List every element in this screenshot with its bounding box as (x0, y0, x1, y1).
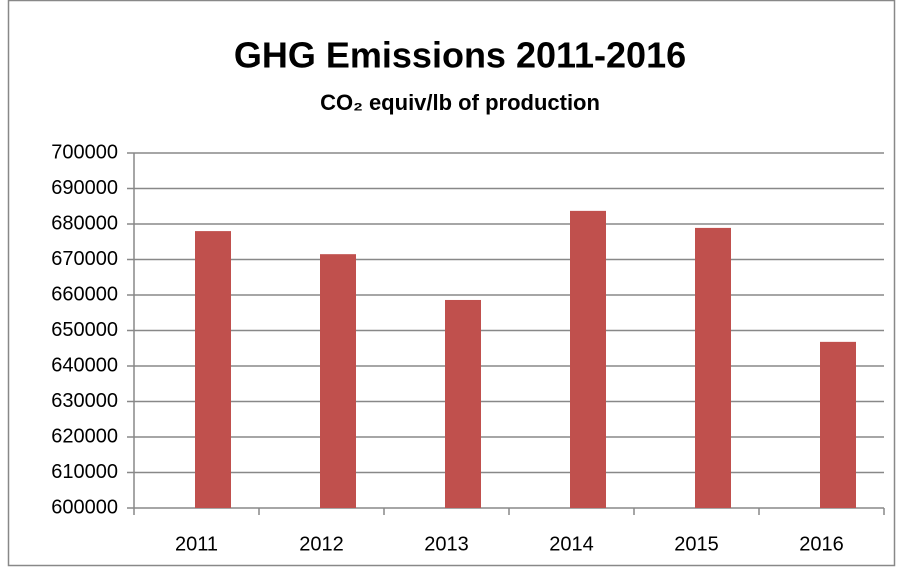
y-tick-label: 660000 (51, 283, 118, 305)
y-tick-label: 650000 (51, 319, 118, 341)
chart-title: GHG Emissions 2011-2016 (234, 35, 686, 76)
bar (445, 299, 481, 508)
chart-subtitle: CO₂ equiv/lb of production (320, 90, 600, 115)
x-tick-label: 2011 (175, 533, 218, 555)
x-tick-label: 2016 (799, 533, 844, 555)
x-tick-label: 2013 (424, 533, 469, 555)
y-tick-label: 600000 (51, 496, 118, 518)
y-tick-label: 610000 (51, 461, 118, 483)
bar (570, 210, 606, 509)
bar (195, 231, 231, 508)
y-tick-label: 670000 (51, 248, 118, 270)
bar (820, 341, 856, 508)
y-tick-label: 640000 (51, 354, 118, 376)
bar (320, 254, 356, 508)
x-tick-label: 2012 (299, 533, 344, 555)
y-tick-label: 690000 (51, 177, 118, 199)
y-tick-label: 620000 (51, 425, 118, 447)
y-tick-label: 680000 (51, 212, 118, 234)
y-tick-label: 700000 (51, 141, 118, 163)
x-tick-label: 2015 (674, 533, 719, 555)
bar (695, 227, 731, 508)
x-tick-label: 2014 (549, 533, 594, 555)
y-tick-label: 630000 (51, 390, 118, 412)
